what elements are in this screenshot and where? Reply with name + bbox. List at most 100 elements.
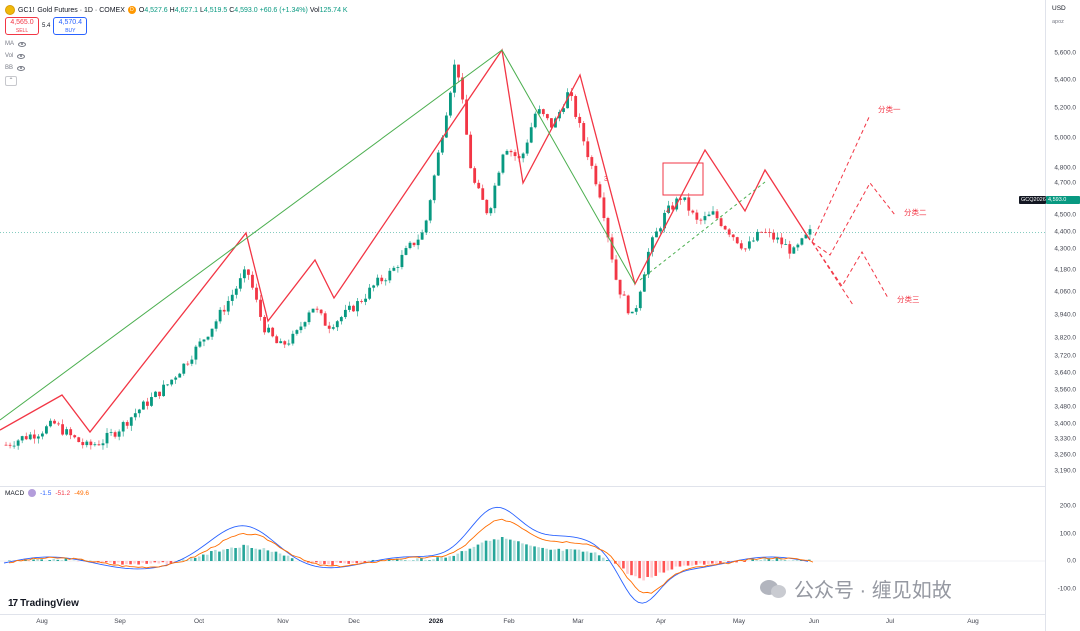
macd-histogram-bar: [113, 561, 116, 565]
candle-body: [578, 116, 582, 124]
candle-body: [28, 434, 32, 440]
candle-body: [780, 237, 784, 245]
macd-histogram-bar: [715, 561, 718, 565]
main-chart-pane[interactable]: GC1! Gold Futures · 1D · COMEX D O4,527.…: [0, 0, 1045, 487]
currency-label[interactable]: USD: [1052, 5, 1066, 12]
candle-body: [784, 244, 788, 245]
candle-body: [489, 208, 493, 214]
macd-histogram-bar: [56, 559, 60, 561]
macd-histogram-bar: [145, 561, 148, 564]
candle-body: [198, 341, 202, 347]
indicator-vol[interactable]: Vol: [5, 51, 26, 61]
time-label: Nov: [277, 618, 289, 625]
indicator-ma[interactable]: MA: [5, 39, 26, 49]
macd-settings-icon[interactable]: [28, 489, 37, 497]
candle-body: [121, 422, 125, 432]
macd-signal-line: [8, 518, 814, 594]
macd-histogram-bar: [694, 561, 698, 565]
macd-histogram-bar: [339, 561, 342, 563]
price-chart-svg[interactable]: [0, 0, 1045, 487]
indicator-bb[interactable]: BB: [5, 63, 26, 73]
legend-symbol[interactable]: GC1!: [18, 6, 35, 14]
candle-body: [461, 77, 464, 100]
macd-histogram-bar: [533, 546, 536, 561]
candle-body: [287, 343, 291, 345]
macd-histogram-bar: [327, 561, 330, 565]
candle-body: [81, 442, 85, 446]
macd-title[interactable]: MACD: [5, 489, 25, 497]
candle-body: [622, 294, 626, 296]
candle-body: [723, 225, 727, 230]
macd-histogram-bar: [690, 561, 694, 566]
gold-symbol-icon: [5, 5, 15, 15]
macd-histogram-bar: [238, 547, 241, 561]
macd-histogram-bar: [735, 561, 738, 563]
price-tick: 5,600.0: [1054, 49, 1076, 57]
candle-body: [146, 401, 149, 406]
candle-body: [739, 243, 743, 249]
macd-histogram-bar: [658, 561, 662, 573]
macd-pane[interactable]: MACD -1.5 -51.2 -49.6 17 TradingView 公众号…: [0, 488, 1045, 614]
projection-line-one: [811, 114, 871, 243]
time-axis[interactable]: Aug Sep Oct Nov Dec 2026 Feb Mar Apr May…: [0, 614, 1045, 631]
macd-histogram-bar: [682, 561, 686, 566]
macd-histogram-bar: [258, 549, 262, 561]
candle-body: [93, 444, 97, 446]
macd-histogram-bar: [642, 561, 645, 581]
scale-mode-label[interactable]: apoz: [1052, 19, 1064, 25]
macd-signal-value: -49.6: [74, 489, 89, 497]
macd-histogram-bar: [181, 559, 185, 561]
projection-line-three-b: [811, 241, 854, 306]
candle-body: [424, 220, 428, 233]
candle-body: [89, 441, 93, 446]
candle-body: [113, 432, 117, 437]
price-axis[interactable]: USD apoz 5,600.0 5,400.0 5,200.0 5,000.0…: [1019, 0, 1080, 631]
eye-icon[interactable]: [17, 65, 26, 71]
macd-histogram-bar: [173, 561, 177, 562]
macd-histogram-bar: [262, 548, 266, 561]
macd-tick: 200.0: [1059, 502, 1076, 510]
macd-histogram-bar: [711, 561, 714, 564]
candle-body: [242, 269, 246, 279]
macd-histogram-bar: [456, 553, 460, 561]
macd-histogram-bar: [109, 561, 112, 563]
candle-body: [182, 363, 186, 374]
candle-body: [251, 274, 254, 288]
price-tick: 3,720.0: [1054, 352, 1076, 360]
macd-histogram-bar: [48, 560, 52, 561]
macd-histogram-bar: [133, 561, 136, 564]
candle-body: [436, 152, 440, 176]
macd-histogram-bar: [440, 557, 443, 561]
legend-volume: 125.74 K: [319, 6, 348, 14]
candle-body: [614, 259, 618, 280]
sell-button[interactable]: 4,565.0 SELL: [5, 17, 39, 35]
candle-body: [574, 96, 578, 117]
price-tick: 5,400.0: [1054, 76, 1076, 84]
candle-body: [808, 229, 812, 235]
buy-button[interactable]: 4,570.4 BUY: [53, 17, 88, 35]
legend-title[interactable]: Gold Futures · 1D · COMEX: [37, 6, 125, 14]
eye-icon[interactable]: [18, 41, 26, 47]
candle-body: [638, 291, 642, 309]
candle-body: [255, 287, 258, 300]
chevron-up-icon[interactable]: ⌃: [5, 76, 17, 86]
candle-body: [271, 327, 275, 337]
eye-icon[interactable]: [17, 53, 26, 59]
candle-body: [525, 142, 529, 154]
macd-histogram-bar: [488, 540, 492, 561]
price-tick: 4,300.0: [1054, 245, 1076, 253]
candle-body: [626, 295, 630, 314]
candle-body: [234, 288, 238, 295]
candle-body: [117, 431, 121, 437]
macd-histogram-bar: [432, 559, 435, 561]
macd-chart-svg[interactable]: [0, 488, 1045, 614]
macd-histogram-bar: [597, 555, 601, 561]
time-label: Aug: [967, 618, 979, 625]
candle-body: [16, 440, 20, 446]
macd-histogram-bar: [343, 561, 346, 564]
macd-histogram-bar: [601, 557, 605, 561]
tradingview-logo[interactable]: 17 TradingView: [8, 598, 79, 609]
candle-body: [69, 429, 73, 436]
projection-line-three: [811, 241, 889, 299]
candle-body: [4, 444, 8, 446]
